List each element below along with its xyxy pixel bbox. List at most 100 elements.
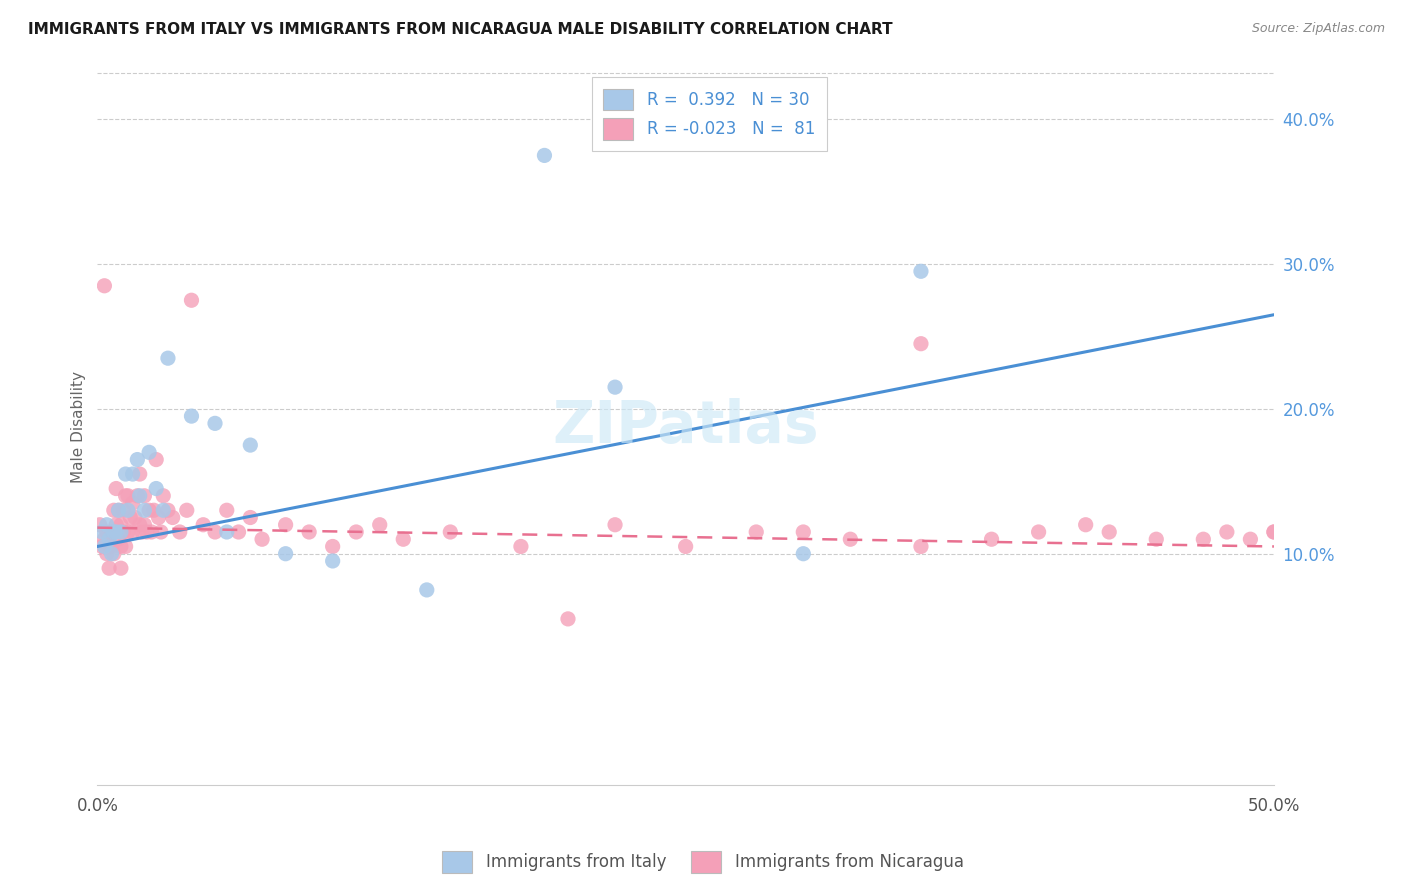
Point — [127, 489, 149, 503]
Point — [176, 503, 198, 517]
Point — [103, 503, 125, 517]
Point — [204, 524, 226, 539]
Point — [110, 540, 132, 554]
Point — [114, 467, 136, 481]
Point — [1192, 533, 1215, 547]
Point — [910, 264, 932, 278]
Point — [603, 380, 626, 394]
Point — [110, 517, 132, 532]
Point — [180, 293, 202, 308]
Point — [112, 503, 135, 517]
Point — [128, 489, 150, 503]
Point — [910, 336, 932, 351]
Point — [215, 524, 238, 539]
Point — [117, 503, 139, 517]
Point — [103, 524, 125, 539]
Point — [117, 489, 139, 503]
Point — [322, 540, 344, 554]
Point — [557, 612, 579, 626]
Point — [124, 510, 146, 524]
Point — [162, 510, 184, 524]
Point — [603, 517, 626, 532]
Point — [148, 510, 170, 524]
Point — [98, 540, 121, 554]
Legend: R =  0.392   N = 30, R = -0.023   N =  81: R = 0.392 N = 30, R = -0.023 N = 81 — [592, 77, 827, 152]
Point — [910, 540, 932, 554]
Point — [128, 467, 150, 481]
Text: Source: ZipAtlas.com: Source: ZipAtlas.com — [1251, 22, 1385, 36]
Point — [215, 503, 238, 517]
Point — [91, 540, 114, 554]
Point — [980, 533, 1002, 547]
Text: ZIPatlas: ZIPatlas — [553, 399, 818, 456]
Point — [98, 561, 121, 575]
Point — [152, 503, 174, 517]
Point — [134, 489, 156, 503]
Point — [1216, 524, 1239, 539]
Point — [149, 524, 172, 539]
Point — [344, 524, 367, 539]
Point — [110, 561, 132, 575]
Point — [121, 467, 143, 481]
Point — [392, 533, 415, 547]
Point — [250, 533, 273, 547]
Point — [156, 503, 179, 517]
Point — [322, 554, 344, 568]
Point — [105, 524, 128, 539]
Point — [204, 417, 226, 431]
Point — [89, 517, 111, 532]
Point — [128, 517, 150, 532]
Point — [131, 524, 153, 539]
Point — [93, 540, 115, 554]
Point — [193, 517, 215, 532]
Point — [1263, 524, 1285, 539]
Point — [117, 524, 139, 539]
Point — [120, 510, 142, 524]
Point — [100, 524, 122, 539]
Point — [1098, 524, 1121, 539]
Point — [156, 351, 179, 366]
Point — [91, 524, 114, 539]
Point — [180, 409, 202, 424]
Point — [112, 524, 135, 539]
Point — [239, 510, 262, 524]
Point — [792, 547, 814, 561]
Point — [110, 524, 132, 539]
Point — [103, 547, 125, 561]
Point — [141, 524, 163, 539]
Point — [839, 533, 862, 547]
Point — [1074, 517, 1097, 532]
Point — [274, 517, 297, 532]
Point — [675, 540, 697, 554]
Point — [439, 524, 461, 539]
Point — [1239, 533, 1261, 547]
Y-axis label: Male Disability: Male Disability — [72, 371, 86, 483]
Point — [138, 503, 160, 517]
Point — [96, 547, 118, 561]
Point — [121, 496, 143, 510]
Point — [134, 503, 156, 517]
Point — [100, 547, 122, 561]
Point — [103, 524, 125, 539]
Point — [745, 524, 768, 539]
Point — [145, 452, 167, 467]
Point — [105, 482, 128, 496]
Point — [274, 547, 297, 561]
Point — [1263, 524, 1285, 539]
Point — [298, 524, 321, 539]
Point — [792, 524, 814, 539]
Point — [93, 533, 115, 547]
Point — [114, 489, 136, 503]
Legend: Immigrants from Italy, Immigrants from Nicaragua: Immigrants from Italy, Immigrants from N… — [436, 845, 970, 880]
Point — [509, 540, 531, 554]
Point — [100, 540, 122, 554]
Point — [98, 533, 121, 547]
Point — [169, 524, 191, 539]
Point — [114, 540, 136, 554]
Point — [1144, 533, 1167, 547]
Point — [142, 503, 165, 517]
Point — [127, 452, 149, 467]
Point — [107, 503, 129, 517]
Point — [533, 148, 555, 162]
Point — [107, 533, 129, 547]
